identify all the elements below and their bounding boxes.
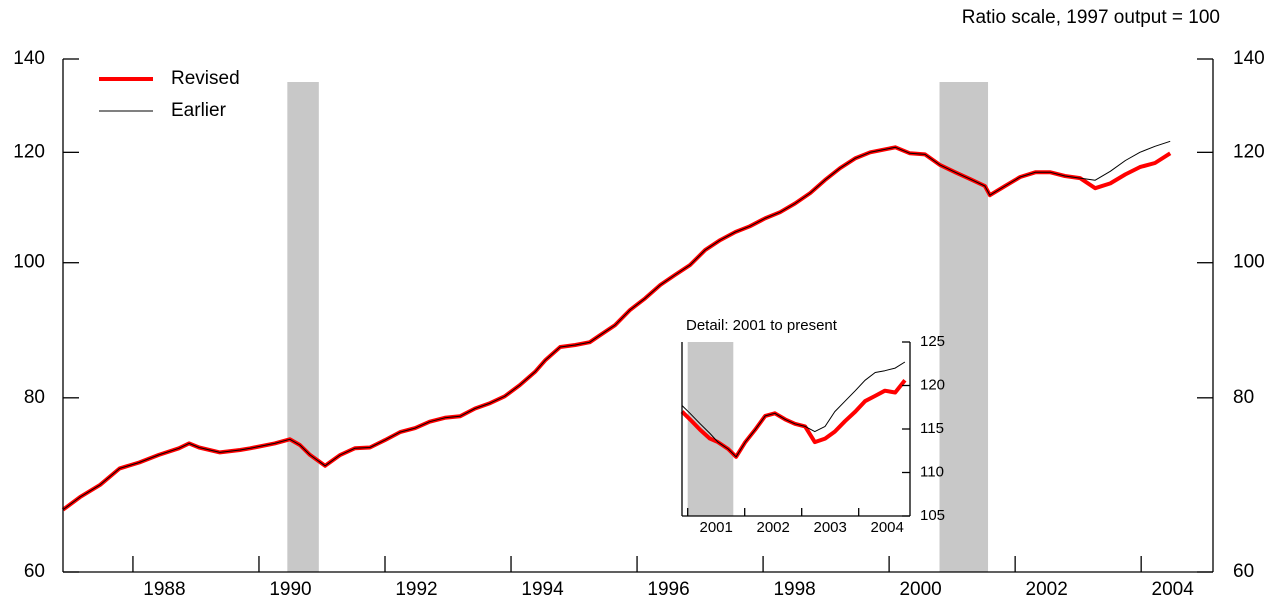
scale-note: Ratio scale, 1997 output = 100 bbox=[962, 7, 1220, 28]
x-tick-label: 2001 bbox=[700, 519, 733, 536]
x-tick-label: 1990 bbox=[269, 579, 311, 600]
x-tick-label: 1998 bbox=[773, 579, 815, 600]
x-tick-label: 2002 bbox=[1026, 579, 1068, 600]
x-tick-label: 2004 bbox=[1152, 579, 1195, 600]
y-tick-label: 100 bbox=[1233, 252, 1265, 273]
y-tick-label: 80 bbox=[1233, 387, 1254, 408]
series-line bbox=[62, 140, 1171, 511]
x-tick-label: 1992 bbox=[395, 579, 437, 600]
y-tick-label: 110 bbox=[920, 463, 944, 480]
x-tick-label: 1988 bbox=[143, 579, 185, 600]
y-tick-label: 60 bbox=[24, 561, 45, 582]
inset-title: Detail: 2001 to present bbox=[686, 317, 838, 334]
inset-chart: 2001 2002 2003 2004 105 110 115 120 125 Detail: 2… bbox=[680, 317, 945, 536]
recession-shading bbox=[939, 82, 989, 572]
y-tick-label: 140 bbox=[13, 48, 45, 69]
y-tick-label: 120 bbox=[920, 376, 945, 393]
recession-shading bbox=[287, 82, 319, 572]
y-tick-label: 80 bbox=[24, 387, 45, 408]
y-tick-label: 140 bbox=[1233, 48, 1265, 69]
legend-label: Earlier bbox=[171, 100, 227, 121]
y-tick-label: 60 bbox=[1233, 561, 1254, 582]
x-tick-label: 2003 bbox=[814, 519, 847, 536]
y-tick-label: 120 bbox=[13, 141, 45, 162]
series-line bbox=[681, 361, 906, 458]
x-tick-label: 2004 bbox=[871, 519, 904, 536]
x-tick-label: 1996 bbox=[647, 579, 689, 600]
y-tick-label: 120 bbox=[1233, 141, 1265, 162]
x-tick-label: 1994 bbox=[521, 579, 564, 600]
y-tick-label: 100 bbox=[13, 252, 45, 273]
legend-label: Revised bbox=[171, 68, 240, 89]
x-tick-label: 2000 bbox=[899, 579, 941, 600]
series-line bbox=[61, 145, 1172, 512]
y-tick-label: 105 bbox=[920, 507, 945, 524]
recession-shading bbox=[687, 342, 734, 516]
x-tick-label: 2002 bbox=[757, 519, 790, 536]
y-tick-label: 115 bbox=[920, 420, 944, 437]
y-tick-label: 125 bbox=[920, 333, 945, 350]
main-chart: 1988 1990 1992 1994 1996 1998 2000 2002 2004 60 60… bbox=[13, 48, 1264, 600]
